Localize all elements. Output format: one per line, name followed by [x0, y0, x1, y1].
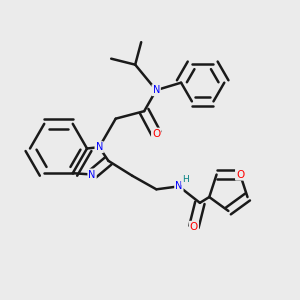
Text: O: O — [190, 222, 198, 232]
Text: N: N — [95, 142, 103, 152]
Text: N: N — [88, 169, 96, 179]
Text: H: H — [182, 175, 189, 184]
Text: N: N — [175, 181, 183, 191]
Text: O: O — [152, 129, 160, 139]
Text: O: O — [236, 169, 244, 180]
Text: N: N — [152, 85, 160, 95]
